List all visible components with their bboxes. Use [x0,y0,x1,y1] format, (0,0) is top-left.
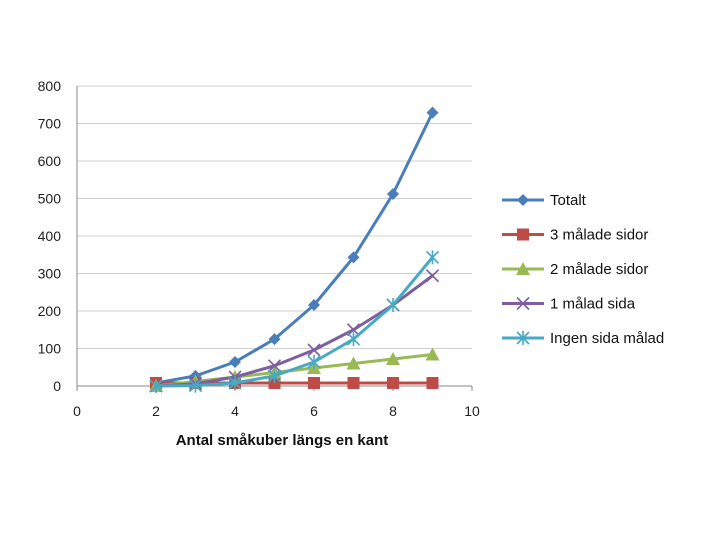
data-point [307,355,321,369]
data-point [426,106,439,119]
data-point [188,378,203,393]
y-tick-label: 0 [53,378,61,394]
data-point [267,359,282,373]
series-4 [149,250,440,393]
legend-marker [516,262,530,275]
data-point [425,269,440,283]
x-tick-label: 10 [464,403,480,419]
data-point [268,333,281,346]
data-point [425,347,440,361]
series-layer [149,106,440,393]
x-axis-label: Antal småkuber längs en kant [176,432,389,449]
legend-marker [516,296,530,311]
legend-label: 1 målad sida [550,296,636,313]
y-tick-label: 300 [38,266,62,282]
y-tick-label: 700 [38,116,62,132]
x-tick-label: 0 [73,403,81,419]
data-point [307,343,321,357]
x-tick-label: 4 [231,403,239,419]
legend-item: 1 målad sida [502,296,636,313]
legend-label: 3 målade sidor [550,227,648,244]
legend-marker [517,194,529,206]
data-point [308,377,320,389]
legend-label: Ingen sida målad [550,330,664,347]
legend-label: 2 målade sidor [550,261,648,278]
data-point [228,376,242,390]
data-point [386,298,400,312]
legend-item: Totalt [502,192,587,209]
data-point [425,250,440,265]
data-point [347,251,360,264]
data-point [149,379,163,393]
data-point [308,299,320,311]
data-point [346,356,361,370]
data-point [229,356,241,368]
legend-marker [516,331,530,345]
data-point [267,368,282,383]
data-point [426,377,439,389]
y-tick-label: 600 [38,153,62,169]
x-tick-label: 8 [389,403,397,419]
axes: 0 100 200 300 400 500 600 700 800 0 2 4 6 8 10 [38,78,480,419]
data-point [346,332,361,347]
x-tick-label: 2 [152,403,160,419]
legend-label: Totalt [550,192,587,209]
legend-item: 3 målade sidor [502,227,648,244]
y-tick-label: 800 [38,78,62,94]
data-point [386,352,400,365]
series-line [154,255,434,388]
legend-item: Ingen sida målad [502,330,664,347]
y-tick-label: 500 [38,191,62,207]
data-point [387,377,399,389]
y-tick-label: 200 [38,303,62,319]
gridlines [77,85,472,387]
series-0 [150,106,439,389]
y-tick-label: 400 [38,228,62,244]
legend-item: 2 målade sidor [502,261,648,278]
legend: Totalt 3 målade sidor 2 målade sidor 1 måla… [502,192,664,347]
x-tick-label: 6 [310,403,318,419]
data-point [387,188,399,200]
series-line [154,111,434,385]
y-tick-label: 100 [38,341,62,357]
data-point [347,377,360,389]
legend-marker [517,228,529,241]
